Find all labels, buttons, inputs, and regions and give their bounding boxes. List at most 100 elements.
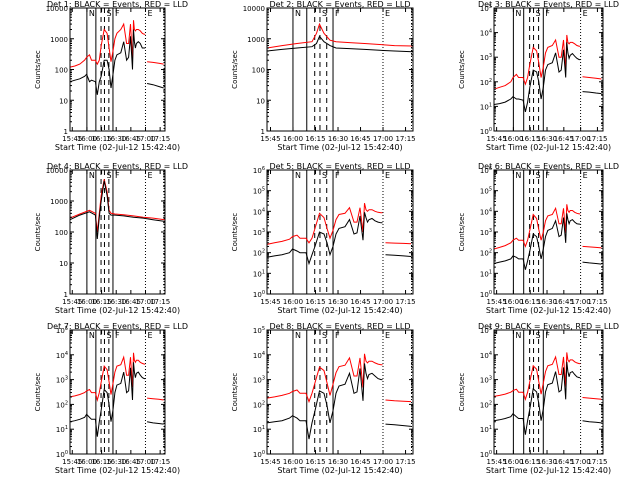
plot-frame <box>69 169 166 295</box>
events-series <box>69 29 146 95</box>
x-tick-label: 16:00 <box>77 298 97 306</box>
lld-tail-series <box>147 61 164 65</box>
x-tick-label: 15:45 <box>487 458 507 466</box>
y-tick-label: 100 <box>480 127 492 136</box>
marker-label: S <box>322 171 327 180</box>
y-tick-label: 1000 <box>50 198 68 206</box>
x-tick-label: 17:15 <box>587 458 607 466</box>
y-tick-label: 10 <box>59 260 68 268</box>
marker-label: S <box>106 331 111 340</box>
x-tick-label: 16:30 <box>328 298 348 306</box>
events-tail-series <box>385 254 412 257</box>
panel-title: Det 8: BLACK = Events, RED = LLD <box>270 322 411 331</box>
x-tick-label: 17:15 <box>150 298 170 306</box>
x-axis-label: Start Time (02-Jul-12 15:42:40) <box>277 466 402 475</box>
panel-det-6: N S F E 100 101 102 103 104 105 106 15:4516:0016:15… <box>458 162 619 315</box>
y-tick-label: 105 <box>480 187 492 196</box>
plot-frame <box>493 169 604 295</box>
y-tick-label: 105 <box>56 326 68 335</box>
x-tick-label: 15:45 <box>62 135 82 143</box>
x-tick-label: 16:00 <box>503 298 523 306</box>
y-tick-label: 102 <box>56 400 68 409</box>
x-tick-label: 15:45 <box>260 458 280 466</box>
y-tick-label: 1 <box>261 128 265 136</box>
x-axis-label: Start Time (02-Jul-12 15:42:40) <box>277 143 402 152</box>
y-tick-label: 102 <box>480 400 492 409</box>
marker-label: N <box>295 331 301 340</box>
x-tick-label: 16:30 <box>328 458 348 466</box>
panel-title: Det 3: BLACK = Events, RED = LLD <box>478 0 619 9</box>
y-tick-label: 100 <box>253 290 265 299</box>
y-tick-label: 100 <box>480 450 492 459</box>
x-tick-label: 17:15 <box>395 135 415 143</box>
x-tick-label: 16:15 <box>305 135 325 143</box>
events-series <box>493 361 581 435</box>
y-tick-label: 100 <box>252 67 265 75</box>
plot-frame <box>493 329 604 455</box>
marker-label: N <box>515 9 521 18</box>
y-tick-label: 105 <box>480 4 492 13</box>
lld-series <box>493 34 581 90</box>
y-tick-label: 101 <box>253 425 265 434</box>
x-tick-label: 17:00 <box>135 135 155 143</box>
lld-tail-series <box>582 397 602 400</box>
x-tick-label: 16:30 <box>106 135 126 143</box>
y-tick-label: 10 <box>59 97 68 105</box>
marker-label: F <box>335 9 340 18</box>
y-tick-label: 100 <box>56 450 68 459</box>
marker-label: E <box>385 9 390 18</box>
marker-label: S <box>536 171 541 180</box>
x-tick-label: 15:45 <box>62 298 82 306</box>
x-tick-label: 15:45 <box>487 135 507 143</box>
panel-det-5: N S F E 100 101 102 103 104 105 106 15:45 16:00 16:15… <box>231 162 416 315</box>
panel-title: Det 2: BLACK = Events, RED = LLD <box>270 0 411 9</box>
x-tick-label: 16:45 <box>554 458 574 466</box>
y-tick-label: 101 <box>480 425 492 434</box>
x-tick-label: 15:45 <box>260 298 280 306</box>
lld-tail-series <box>385 399 412 403</box>
panel-det-7: N S F E10010110210310410515:4516:0016:1516:… <box>34 322 188 475</box>
x-tick-label: 15:45 <box>62 458 82 466</box>
marker-label: N <box>89 171 95 180</box>
x-tick-label: 16:15 <box>520 298 540 306</box>
x-tick-label: 16:00 <box>77 458 97 466</box>
marker-label: E <box>583 331 588 340</box>
y-tick-label: 101 <box>480 269 492 278</box>
lld-tail-series <box>582 76 602 80</box>
x-tick-label: 16:30 <box>106 298 126 306</box>
y-tick-label: 1 <box>64 128 68 136</box>
panel-det-3: N S F E10010110210310410515:4516:0016:1516:… <box>458 0 619 152</box>
x-axis-label: Start Time (02-Jul-12 15:42:40) <box>55 143 180 152</box>
marker-label: F <box>335 171 340 180</box>
x-tick-label: 17:00 <box>135 298 155 306</box>
lld-series <box>69 179 165 233</box>
marker-label: N <box>515 171 521 180</box>
x-axis-label: Start Time (02-Jul-12 15:42:40) <box>486 143 611 152</box>
marker-label: S <box>536 331 541 340</box>
lld-tail-series <box>582 245 602 249</box>
marker-label: N <box>295 9 301 18</box>
y-axis-label: Counts/sec <box>231 373 239 412</box>
events-tail-series <box>582 91 602 95</box>
panel-det-4: N S F E11010010001000015:4516:0016:1516:301… <box>34 162 188 315</box>
x-tick-label: 17:00 <box>571 458 591 466</box>
x-tick-label: 16:45 <box>350 298 370 306</box>
y-tick-label: 102 <box>480 249 492 258</box>
lld-tail-series <box>385 242 412 245</box>
x-axis-label: Start Time (02-Jul-12 15:42:40) <box>486 306 611 315</box>
marker-label: F <box>545 9 550 18</box>
x-tick-label: 16:45 <box>554 298 574 306</box>
x-tick-label: 17:00 <box>373 298 393 306</box>
x-tick-label: 17:00 <box>373 458 393 466</box>
panel-title: Det 5: BLACK = Events, RED = LLD <box>270 162 411 171</box>
events-tail-series <box>147 83 164 89</box>
x-tick-label: 17:15 <box>587 298 607 306</box>
panel-title: Det 6: BLACK = Events, RED = LLD <box>478 162 619 171</box>
y-tick-label: 103 <box>253 228 265 237</box>
x-tick-label: 17:15 <box>395 458 415 466</box>
plot-frame <box>69 7 166 132</box>
x-axis-label: Start Time (02-Jul-12 15:42:40) <box>277 306 402 315</box>
x-tick-label: 16:15 <box>520 458 540 466</box>
